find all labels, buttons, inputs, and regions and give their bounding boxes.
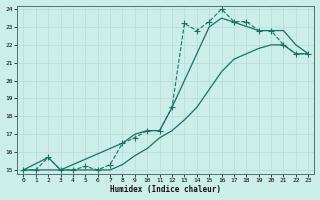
X-axis label: Humidex (Indice chaleur): Humidex (Indice chaleur) [110, 185, 221, 194]
